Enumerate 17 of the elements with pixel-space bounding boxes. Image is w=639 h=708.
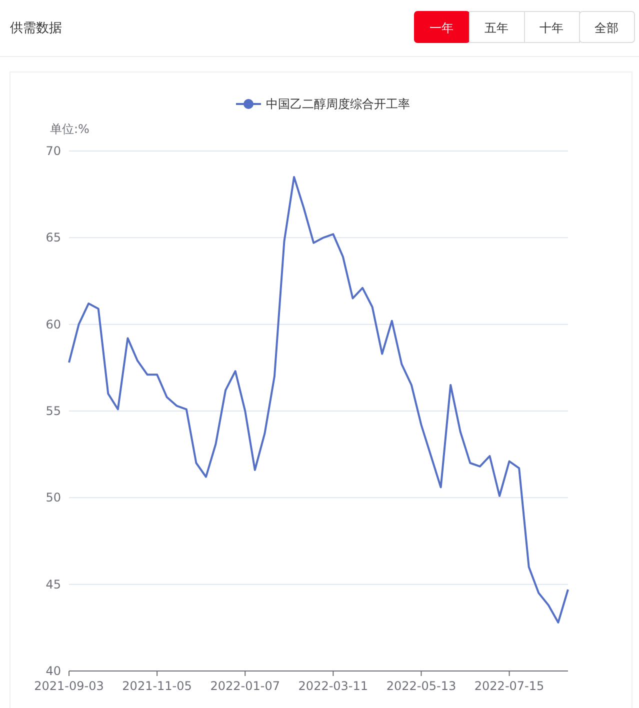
legend: 中国乙二醇周度综合开工率	[236, 97, 410, 111]
x-tick-label: 2022-05-13	[386, 679, 456, 693]
x-tick-label: 2022-07-15	[474, 679, 544, 693]
y-tick-label: 45	[46, 577, 61, 592]
y-axis-title: 单位:%	[50, 122, 90, 136]
legend-label: 中国乙二醇周度综合开工率	[266, 97, 410, 111]
x-tick-label: 2022-03-11	[298, 679, 368, 693]
x-tick-label: 2021-11-05	[122, 679, 192, 693]
y-tick-label: 70	[46, 144, 61, 158]
y-tick-label: 65	[46, 230, 61, 245]
y-tick-label: 40	[46, 664, 61, 678]
title: 供需数据	[10, 21, 62, 36]
y-tick-label: 55	[46, 404, 61, 418]
y-tick-label: 50	[46, 490, 61, 505]
x-tick-label: 2022-01-07	[210, 679, 280, 693]
x-tick-label: 2021-09-03	[34, 679, 104, 693]
y-tick-label: 60	[46, 317, 61, 332]
